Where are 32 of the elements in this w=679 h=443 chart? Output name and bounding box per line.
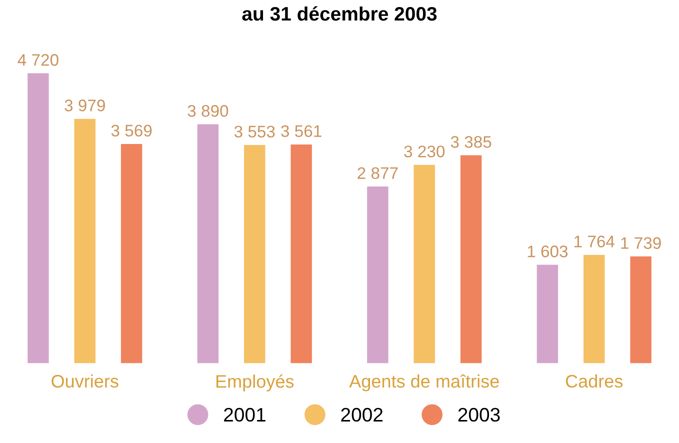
x-tick-label: Cadres (566, 374, 623, 388)
data-label: 4 720 (18, 54, 58, 66)
legend-label: 2003 (458, 408, 500, 422)
bar (536, 264, 558, 364)
bar (460, 155, 482, 364)
x-tick-label: Employés (216, 374, 294, 392)
bar (120, 144, 142, 364)
data-label: 3 385 (450, 136, 492, 148)
bar (414, 164, 435, 364)
data-label: 3 230 (404, 146, 445, 158)
bar (244, 144, 266, 364)
data-label: 3 553 (234, 126, 275, 138)
data-label: 3 569 (111, 124, 152, 137)
x-tick-label: Agents de maîtrise (349, 374, 499, 392)
data-label: 1 603 (528, 246, 568, 258)
bar (630, 256, 652, 364)
chart-title: au 31 décembre 2003 (242, 6, 437, 21)
bar (28, 73, 49, 364)
bar (197, 124, 219, 364)
data-label: 1 764 (574, 236, 614, 248)
data-label: 2 877 (358, 167, 398, 180)
data-label: 3 890 (188, 105, 228, 117)
bar (584, 254, 605, 364)
bar (74, 118, 96, 364)
data-label: 3 979 (64, 100, 105, 112)
bar (367, 186, 388, 364)
legend-label: 2001 (224, 408, 266, 422)
data-label: 1 739 (621, 237, 661, 249)
data-label: 3 561 (281, 125, 322, 138)
bar (290, 144, 312, 364)
legend-label: 2002 (341, 408, 383, 422)
x-tick-label: Ouvriers (52, 374, 118, 388)
